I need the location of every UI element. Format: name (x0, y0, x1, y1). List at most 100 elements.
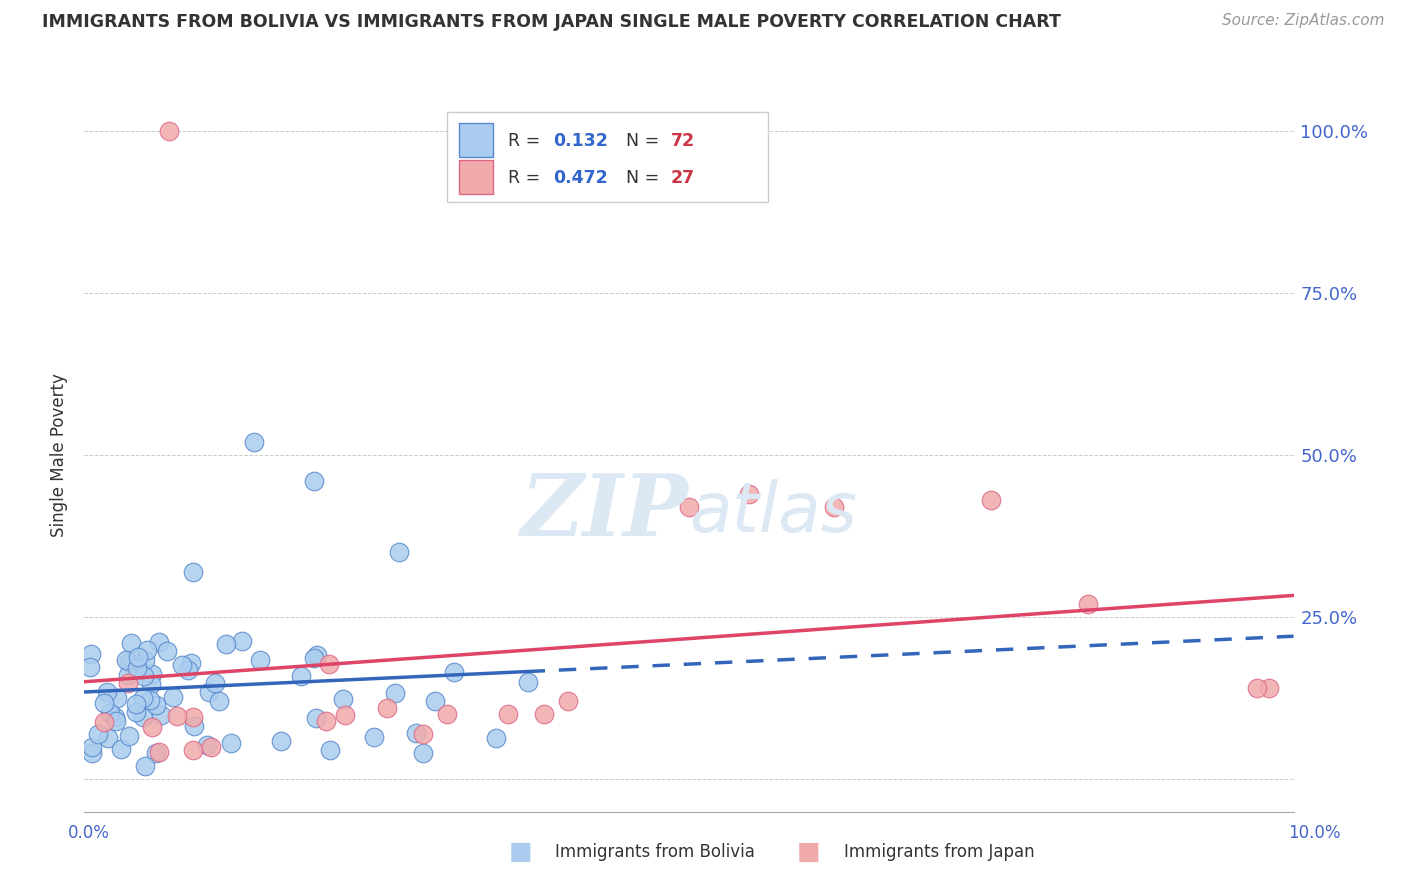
Point (195, 738, 218, 752)
Point (204, 676, 226, 690)
Point (980, 493, 1002, 508)
Text: Immigrants from Bolivia: Immigrants from Bolivia (555, 843, 755, 861)
Point (145, 746, 167, 760)
Point (412, 747, 434, 761)
Point (197, 685, 219, 699)
Point (118, 656, 141, 670)
Point (183, 742, 205, 756)
Point (131, 690, 153, 705)
Point (148, 634, 170, 648)
Text: IMMIGRANTS FROM BOLIVIA VS IMMIGRANTS FROM JAPAN SINGLE MALE POVERTY CORRELATION: IMMIGRANTS FROM BOLIVIA VS IMMIGRANTS FR… (42, 13, 1062, 31)
Point (181, 565, 204, 579)
Point (80, 746, 103, 760)
Point (87, 727, 110, 741)
Point (141, 720, 163, 734)
Point (290, 668, 312, 682)
Text: R =: R = (508, 132, 546, 150)
Text: ZIP: ZIP (522, 470, 689, 554)
Text: R =: R = (508, 169, 546, 187)
Point (405, 726, 427, 740)
Point (305, 648, 328, 662)
Point (335, 707, 357, 722)
Point (96, 685, 118, 699)
Point (117, 675, 139, 690)
Point (80, 740, 103, 755)
Point (155, 644, 177, 658)
Point (148, 745, 170, 759)
Text: ■: ■ (509, 840, 531, 863)
Text: Source: ZipAtlas.com: Source: ZipAtlas.com (1222, 13, 1385, 29)
Point (141, 666, 163, 681)
Point (105, 691, 128, 706)
Point (93, 715, 115, 730)
Point (249, 653, 271, 667)
Point (110, 741, 132, 756)
Point (177, 663, 200, 677)
Point (166, 709, 188, 723)
Point (134, 653, 156, 667)
Point (150, 708, 173, 723)
Text: 72: 72 (671, 132, 695, 150)
Point (120, 636, 142, 650)
Point (129, 664, 152, 678)
Point (79, 659, 101, 673)
Point (412, 727, 434, 741)
Text: atlas: atlas (689, 478, 856, 546)
Point (215, 637, 238, 651)
Point (533, 707, 555, 722)
Point (80, 647, 103, 661)
Point (207, 694, 229, 708)
Point (125, 705, 148, 719)
Point (118, 729, 141, 743)
Point (181, 710, 204, 724)
Point (180, 656, 202, 670)
Y-axis label: Single Male Poverty: Single Male Poverty (51, 373, 69, 537)
Point (115, 653, 138, 667)
Point (200, 740, 222, 755)
Point (93, 697, 115, 711)
Point (823, 500, 845, 514)
Point (104, 714, 127, 728)
Point (738, 487, 761, 501)
Point (157, 123, 180, 137)
Point (134, 759, 156, 773)
Point (1077, 597, 1099, 611)
Point (270, 734, 292, 748)
Point (125, 698, 148, 712)
Point (183, 719, 205, 733)
Point (363, 731, 385, 745)
Point (423, 694, 446, 708)
Point (127, 661, 149, 675)
Point (145, 698, 167, 712)
Point (162, 690, 184, 704)
Point (242, 434, 264, 449)
Point (318, 657, 340, 672)
Point (678, 500, 700, 514)
Point (332, 692, 354, 706)
Text: 27: 27 (671, 169, 695, 187)
Point (496, 707, 519, 722)
Point (97, 731, 120, 745)
Point (388, 545, 411, 559)
Point (138, 692, 160, 706)
Point (136, 642, 159, 657)
Point (302, 474, 325, 488)
Point (436, 707, 458, 722)
Point (131, 710, 153, 724)
Point (1246, 681, 1268, 696)
FancyBboxPatch shape (447, 112, 768, 202)
Point (384, 686, 406, 700)
Point (302, 651, 325, 665)
Text: N =: N = (626, 169, 665, 187)
Point (170, 657, 193, 672)
Text: Immigrants from Japan: Immigrants from Japan (844, 843, 1035, 861)
Point (443, 665, 465, 679)
Point (305, 711, 328, 725)
Point (1258, 681, 1281, 696)
Point (319, 743, 342, 757)
Text: 0.472: 0.472 (554, 169, 609, 187)
FancyBboxPatch shape (460, 123, 494, 157)
Point (557, 694, 579, 708)
Point (375, 701, 398, 715)
Point (117, 667, 139, 681)
